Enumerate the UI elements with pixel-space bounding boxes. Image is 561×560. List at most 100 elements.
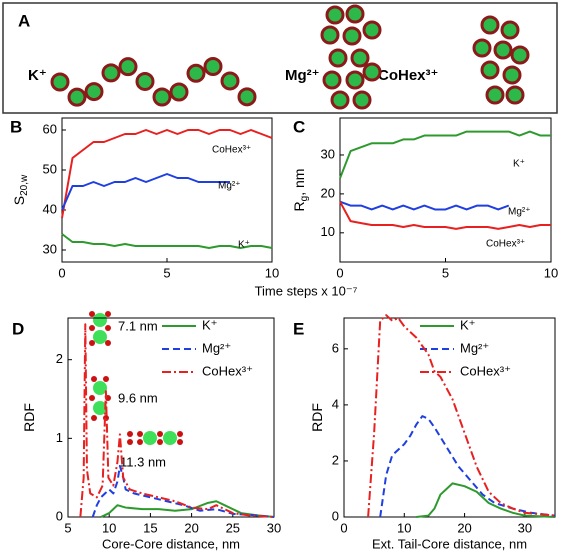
x-tick-label: 5 [64,520,71,535]
series-label: K⁺ [238,240,250,251]
x-tick-label: 0 [58,265,65,280]
bead [220,71,240,91]
bead [84,82,104,102]
y-tick-label: 60 [43,121,57,136]
bead [322,70,342,90]
y-tick-label: 50 [43,161,57,176]
icon-tail [105,340,111,346]
legend-label: K⁺ [460,317,476,332]
icon-core [93,330,107,344]
x-tick-label: 0 [336,265,343,280]
legend-label: Mg²⁺ [460,340,489,355]
icon-tail [127,439,133,445]
bead [342,26,362,46]
bead [118,57,138,77]
molecule-icons [89,311,183,445]
plot-frame [67,317,275,518]
y-tick-label: 2 [332,452,339,467]
bead [186,63,206,83]
y-tick-label: 20 [321,185,335,200]
bead [472,38,492,58]
icon-tail [177,439,183,445]
y-axis-label-sub: 20,w [19,174,30,196]
legend-label: K⁺ [202,317,218,332]
bead [152,87,172,107]
series-line [100,500,275,518]
icon-tail [105,325,111,331]
x-tick-label: 20 [184,520,198,535]
x-tick-label: 25 [226,520,240,535]
y-tick-label: 6 [332,340,339,355]
y-axis-label: Rg, nm [291,169,310,212]
series-line [379,415,556,518]
bead [320,25,340,45]
legend-label: Mg²⁺ [202,340,231,355]
bead [352,90,372,110]
legend-label: CoHex³⁺ [460,363,511,378]
y-tick-label: 0 [332,508,339,523]
series-line [79,323,275,518]
icon-tail [89,325,95,331]
x-tick-label: 30 [518,520,532,535]
series-label: Mg²⁺ [508,207,531,218]
panel-letter: E [293,319,304,338]
bead [362,20,382,40]
y-axis-label: RDF [21,403,37,432]
icon-tail [137,439,143,445]
bead [500,20,520,40]
annotation: 7.1 nm [118,318,158,333]
bead [237,87,257,107]
icon-core [143,431,157,445]
y-tick-label: 30 [43,241,57,256]
x-tick-label: 5 [163,265,170,280]
panel-letter: A [18,11,30,30]
bead [101,63,121,83]
legend-label: CoHex³⁺ [202,363,253,378]
annotation: 9.6 nm [118,390,158,405]
y-tick-label: 10 [321,224,335,239]
molecule-label: CoHex³⁺ [378,67,438,84]
bead [505,85,525,105]
x-tick-label: 20 [457,520,471,535]
y-tick-label: 0 [56,508,63,523]
series-label: CoHex³⁺ [486,239,525,250]
bead [362,62,382,82]
icon-tail [127,431,133,437]
panel-letter: B [10,117,22,136]
bead [510,45,530,65]
y-tick-label: 30 [321,146,335,161]
bead [493,40,513,60]
icon-core [93,401,107,415]
bead [330,90,350,110]
x-tick-label: 15 [143,520,157,535]
x-tick-label: 30 [267,520,281,535]
panel-letter: C [293,117,305,136]
bead [50,72,70,92]
bead [328,48,348,68]
x-tick-label: 10 [397,520,411,535]
icon-tail [89,395,95,401]
series-line [339,130,551,179]
molecule-label: Mg²⁺ [285,67,320,84]
x-tick-label: 0 [340,520,347,535]
x-axis-label: Core-Core distance, nm [102,536,240,551]
series-label: CoHex³⁺ [212,145,251,156]
y-tick-label: 4 [332,396,339,411]
icon-tail [157,431,163,437]
x-tick-label: 5 [442,265,449,280]
bead [345,70,365,90]
icon-tail [89,340,95,346]
series-label: Mg²⁺ [218,181,241,192]
bead [67,87,87,107]
icon-tail [103,376,109,382]
bead [169,82,189,102]
series-line [339,201,551,230]
x-tick-label: 10 [265,265,279,280]
y-tick-label: 2 [56,351,63,366]
plot-frame [343,317,556,518]
bead [350,48,370,68]
y-axis-label: S20,w [11,174,30,205]
series-line [61,173,230,211]
panel-a-frame [2,2,558,114]
icon-core [163,431,177,445]
